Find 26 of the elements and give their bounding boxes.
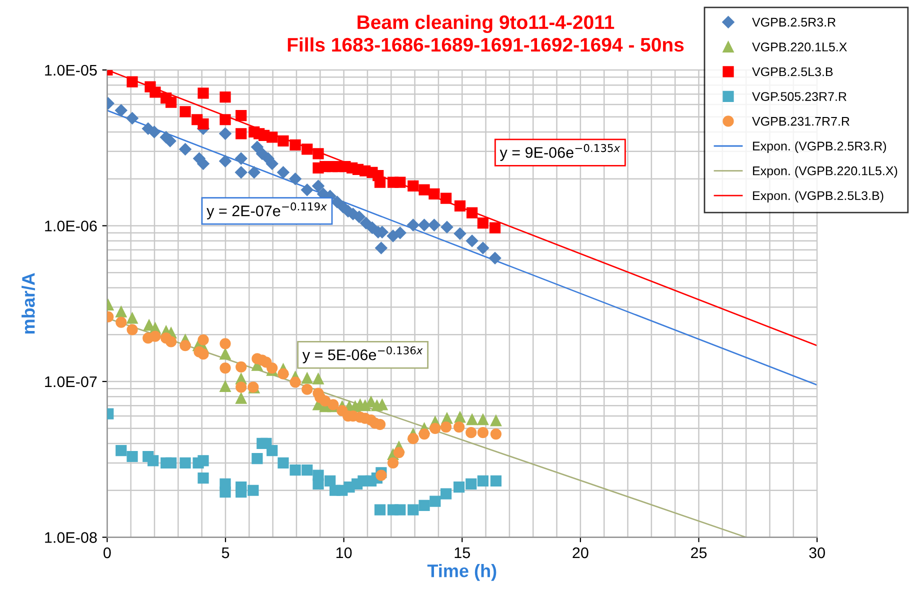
legend-label: VGPB.231.7R7.R xyxy=(752,116,850,126)
y-tick-label: 1.0E-05 xyxy=(45,64,97,76)
legend-label: Expon. (VGPB.2.5R3.R) xyxy=(753,141,886,153)
x-tick-label: 30 xyxy=(809,547,825,558)
chart-subtitle: Fills 1683-1686-1689-1691-1692-1694 - 50ns xyxy=(288,37,684,52)
y-tick-label: 1.0E-06 xyxy=(45,220,97,232)
legend-label: VGPB.2.5L3.B xyxy=(752,67,833,76)
y-tick-label: 1.0E-08 xyxy=(45,532,97,543)
legend-label: Expon. (VGPB.2.5L3.B) xyxy=(753,190,884,203)
annotation: y = 5E-06e$^{−0.136x}$ xyxy=(302,346,423,364)
y-axis-title: mbar/A xyxy=(22,272,36,334)
x-tick-label: 0 xyxy=(104,547,111,558)
legend-label: VGPB.220.1L5.X xyxy=(752,42,847,52)
x-tick-label: 10 xyxy=(336,547,352,558)
x-axis-title: Time (h) xyxy=(427,564,496,581)
annotation: y = 9E-06e$^{−0.135x}$ xyxy=(500,144,620,161)
annotation: y = 2E-07e$^{−0.119x}$ xyxy=(206,202,328,220)
x-tick-label: 15 xyxy=(454,548,470,558)
legend-label: VGPB.2.5R3.R xyxy=(752,18,836,27)
chart-title: Beam cleaning 9to11-4-2011 xyxy=(358,14,614,34)
legend-label: Expon. (VGPB.220.1L5.X) xyxy=(753,166,898,178)
y-tick-label: 1.0E-07 xyxy=(45,376,97,388)
legend-label: VGP.505.23R7.R xyxy=(752,92,846,101)
x-tick-label: 5 xyxy=(222,548,230,558)
x-tick-label: 20 xyxy=(572,547,588,558)
x-tick-label: 25 xyxy=(691,547,707,558)
